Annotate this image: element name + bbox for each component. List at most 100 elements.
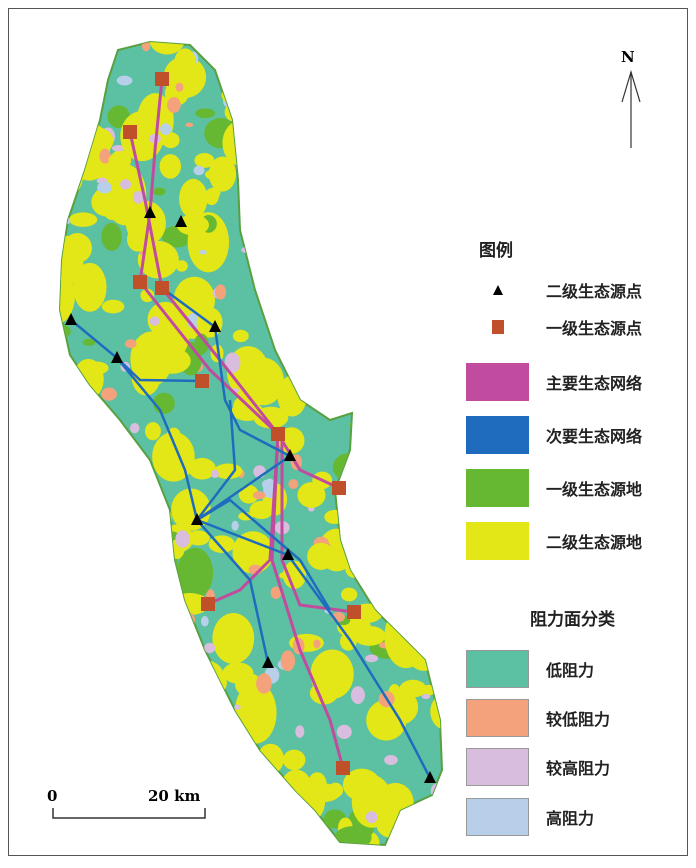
land-patch [307,188,321,207]
primary-source-point [336,761,350,775]
land-patch [396,584,412,598]
land-patch [372,82,380,91]
land-patch [280,650,296,672]
land-patch [64,136,78,146]
land-patch [372,46,401,82]
land-patch [368,307,381,325]
land-patch [316,253,331,269]
secondary-source-point [262,656,274,668]
land-patch [249,500,274,520]
secondary-source-point [209,320,221,332]
resistance-legend-title: 阻力面分类 [530,610,615,630]
land-patch [102,626,109,634]
land-patch [234,704,241,710]
primary-source-point [347,605,361,619]
land-patch [67,587,77,601]
land-patch [238,484,259,504]
land-patch [127,458,141,477]
land-patch [329,398,339,407]
land-patch [125,339,137,349]
land-patch [289,93,305,107]
land-patch [239,358,273,406]
north-arrow-icon [621,69,641,148]
land-patch [99,148,111,164]
land-patch [334,271,364,288]
land-patch [91,188,123,217]
land-patch [280,343,290,356]
land-patch [199,249,207,255]
land-patch [440,403,442,416]
land-patch [413,557,422,566]
land-patch [111,145,125,152]
land-patch [119,536,162,571]
land-patch [60,323,71,340]
land-patch [216,42,243,68]
land-patch [259,74,277,91]
land-patch [217,800,244,828]
land-patch [429,562,442,585]
legend-item: 主要生态网络 [466,362,642,402]
land-patch [414,812,423,821]
land-patch [109,604,123,622]
land-patch [115,792,142,819]
resistance-item: 较低阻力 [466,698,610,738]
land-patch [70,42,86,52]
land-patch [422,545,435,554]
land-patch [417,157,437,167]
land-patch [183,612,195,628]
land-patch [336,724,352,739]
land-patch [262,51,286,68]
land-patch [413,612,426,619]
land-patch [323,109,339,126]
land-patch [224,42,246,53]
land-patch [149,316,160,326]
land-patch [313,639,321,649]
primary-source-point [332,481,346,495]
land-patch [295,725,305,738]
land-patch [175,260,188,272]
land-patch [404,162,433,189]
land-patch [399,491,417,509]
land-patch [162,727,176,737]
land-patch [363,46,374,60]
land-patch [144,422,161,441]
legend-item: 次要生态网络 [466,415,642,455]
land-patch [380,368,419,400]
land-patch [60,127,75,164]
secondary-ecological-network [70,286,432,779]
land-patch [105,570,144,602]
primary-link [138,281,280,436]
land-patch [96,765,131,791]
land-patch [85,136,94,142]
land-patch [436,61,442,77]
land-patch [440,378,442,394]
land-patch [242,821,270,845]
land-patch [99,518,110,530]
land-patch [60,470,71,480]
land-patch [149,42,185,55]
land-patch [200,616,209,627]
land-patch [130,656,142,668]
land-patch [67,650,80,661]
land-patch [213,703,225,715]
land-patch [190,651,202,667]
land-patch [166,806,174,813]
secondary-link [196,519,270,664]
land-patch [414,94,442,156]
legend-swatch [466,363,529,401]
land-patch [82,799,102,815]
land-patch [158,591,174,610]
land-patch [406,321,421,342]
land-patch [82,338,96,346]
land-patch [297,482,326,508]
primary-source-point [155,72,169,86]
land-patch [300,227,336,253]
land-patch [61,468,76,483]
primary-link [138,78,164,283]
land-patch [131,545,176,588]
land-patch [137,240,179,279]
land-patch [374,92,397,120]
land-patch [373,257,414,293]
land-patch [299,235,306,241]
